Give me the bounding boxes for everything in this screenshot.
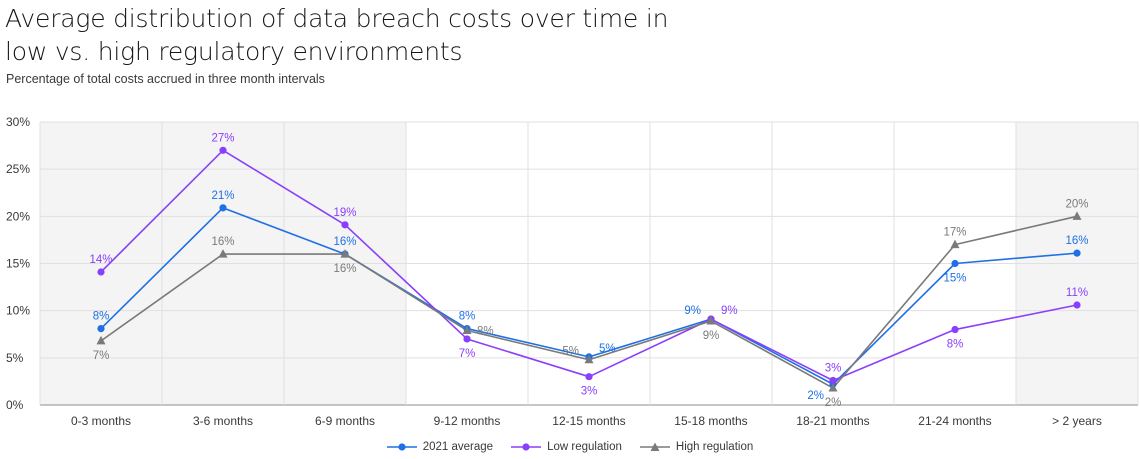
legend-item: Low regulation [511, 441, 622, 453]
y-tick-label: 25% [6, 162, 30, 176]
line-chart: 0% 5% 10% 15% 20% 25% 30% 0-3 months 3-6 months 6… [6, 115, 1139, 428]
data-point [96, 335, 106, 345]
data-label: 8% [947, 339, 964, 351]
chart-title: Average distribution of data breach cost… [5, 4, 669, 66]
data-label: 9% [721, 305, 738, 317]
data-point [950, 239, 960, 249]
data-label: 9% [703, 330, 720, 342]
data-label: 2% [825, 397, 842, 409]
data-label: 15% [943, 273, 966, 285]
data-point [97, 324, 105, 333]
chart-legend: 2021 average Low regulation High regulatio… [0, 441, 1140, 456]
data-label: 27% [211, 132, 234, 144]
y-tick-label: 15% [6, 257, 30, 271]
data-label: 2% [807, 390, 824, 402]
gridlines [39, 121, 1139, 406]
data-label: 16% [333, 263, 356, 275]
x-tick-label: 15-18 months [674, 414, 747, 428]
series-markers [96, 146, 1082, 392]
data-label: 16% [333, 236, 356, 248]
data-label: 5% [599, 343, 616, 355]
data-point [462, 325, 472, 334]
data-label: 16% [1065, 235, 1088, 247]
data-label: 3% [825, 362, 842, 374]
data-label: 3% [581, 386, 598, 398]
data-point [829, 376, 837, 385]
legend-swatch [386, 443, 417, 451]
legend-label: High regulation [675, 441, 754, 453]
data-point [219, 204, 227, 212]
x-tick-label: 12-15 months [552, 414, 625, 428]
data-point [218, 249, 228, 258]
legend-item: High regulation [639, 441, 754, 453]
y-tick-label: 30% [6, 115, 30, 129]
data-labels: 8% 21% 16% 8% 5% 9% 2% 15% 16% 14% 27% 19% 7% 3% 9% 3% 8… [89, 132, 1088, 409]
legend-swatch [511, 443, 542, 451]
data-label: 11% [1066, 287, 1088, 299]
data-point [828, 383, 838, 392]
data-point [97, 268, 105, 276]
data-label: 14% [89, 254, 112, 266]
data-point [1073, 301, 1081, 309]
data-label: 21% [211, 190, 234, 202]
legend-label: Low regulation [547, 441, 622, 453]
data-label: 16% [211, 236, 234, 248]
data-point [584, 354, 594, 364]
data-label: 20% [1065, 198, 1088, 210]
data-label: 17% [943, 227, 966, 239]
y-tick-label: 20% [6, 209, 30, 223]
axes: 0% 5% 10% 15% 20% 25% 30% 0-3 months 3-6 months 6… [6, 115, 1102, 428]
x-tick-label: 0-3 months [71, 414, 131, 428]
data-label: 7% [93, 350, 110, 362]
data-label: 8% [477, 325, 494, 337]
x-tick-label: 3-6 months [193, 414, 253, 428]
data-point [706, 316, 716, 325]
data-label: 19% [333, 207, 356, 219]
y-tick-label: 5% [6, 351, 24, 365]
data-point [585, 373, 593, 381]
data-label: 9% [684, 305, 701, 317]
data-point [219, 146, 227, 154]
data-point [1073, 249, 1081, 257]
x-tick-label: 9-12 months [434, 414, 501, 428]
y-tick-label: 10% [6, 304, 30, 318]
y-tick-label: 0% [6, 398, 24, 412]
data-point [463, 335, 471, 343]
data-label: 8% [93, 311, 110, 323]
data-point [341, 221, 349, 229]
data-label: 7% [459, 348, 476, 360]
legend-swatch [639, 442, 670, 451]
chart-subtitle: Percentage of total costs accrued in thr… [6, 72, 325, 86]
x-tick-label: 21-24 months [918, 414, 991, 428]
x-tick-label: > 2 years [1052, 414, 1102, 428]
x-tick-label: 18-21 months [796, 414, 869, 428]
x-tick-label: 6-9 months [315, 414, 375, 428]
legend-label: 2021 average [422, 441, 494, 453]
data-label: 8% [459, 311, 476, 323]
data-point [951, 325, 959, 334]
data-point [340, 249, 350, 258]
data-point [951, 259, 959, 268]
data-point [1072, 211, 1082, 220]
legend-item: 2021 average [386, 441, 494, 453]
data-label: 5% [562, 346, 579, 358]
